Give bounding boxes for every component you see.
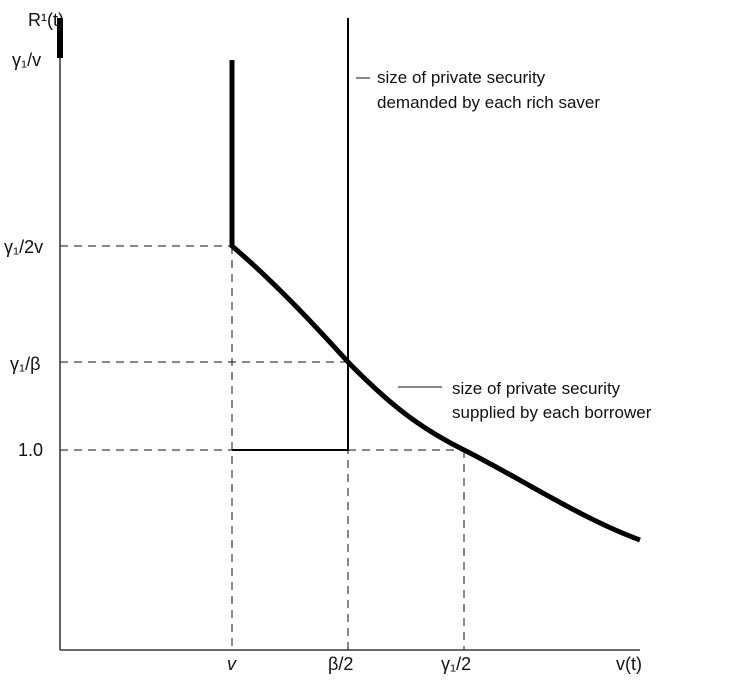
y-axis-top-marker	[57, 18, 63, 58]
x-tick-beta-over-2: β/2	[328, 654, 353, 674]
x-axis-label: v(t)	[616, 654, 642, 674]
y-tick-gamma-over-2v: γ₁/2v	[4, 237, 43, 257]
demand-annotation-line1: size of private security	[377, 68, 546, 87]
demand-curve	[232, 18, 349, 451]
supply-annotation-line2: supplied by each borrower	[452, 403, 652, 422]
y-tick-gamma-over-v: γ₁/v	[12, 50, 41, 70]
x-tick-gamma-over-2: γ₁/2	[441, 654, 471, 674]
x-tick-v: v	[227, 654, 237, 674]
supply-curve	[229, 60, 641, 543]
y-axis-label: R¹(t)	[28, 10, 64, 30]
demand-annotation-line2: demanded by each rich saver	[377, 93, 600, 112]
y-tick-one: 1.0	[18, 440, 43, 460]
y-tick-gamma-over-beta: γ₁/β	[10, 354, 40, 374]
supply-annotation-line1: size of private security	[452, 379, 621, 398]
